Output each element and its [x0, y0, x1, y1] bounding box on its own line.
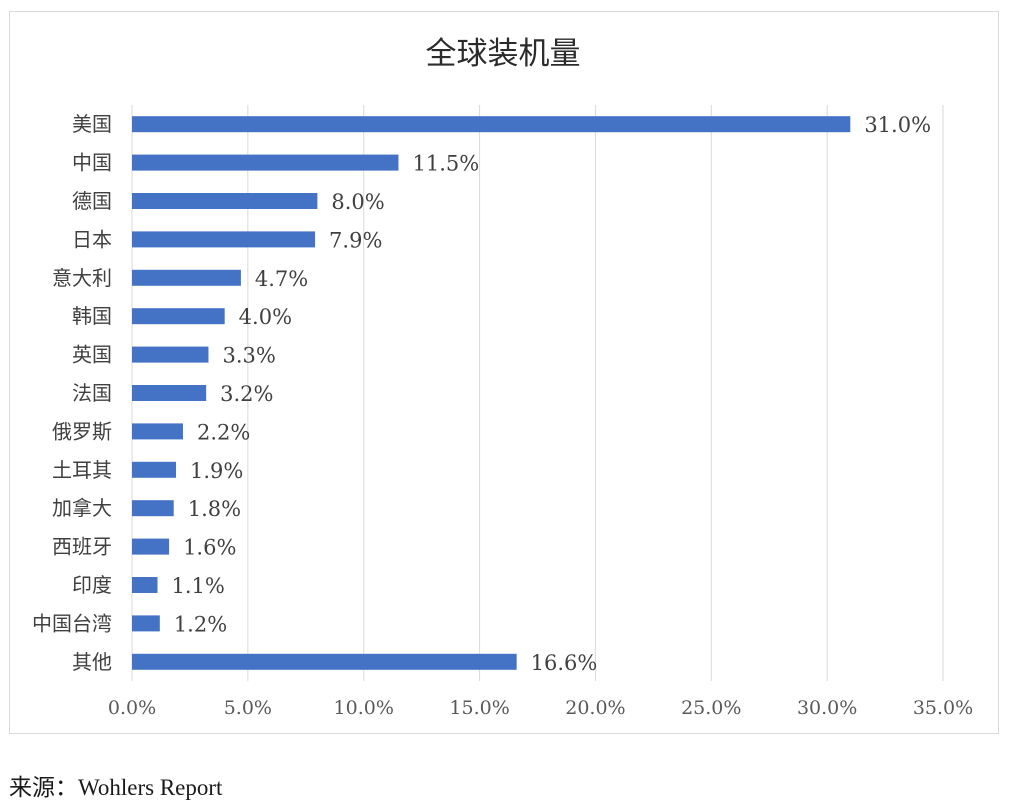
data-labels: 31.0% 11.5% 8.0% 7.9% 4.7% 4.0% 3.3% 3.2% 2.2% 1.… [171, 113, 931, 675]
data-label: 31.0% [864, 113, 931, 137]
category-label: 土耳其 [52, 458, 112, 482]
x-tick-labels: 0.0% 5.0% 10.0% 15.0% 20.0% 25.0% 30.0% 35.0% [108, 697, 973, 719]
bar [132, 577, 158, 593]
bar [132, 653, 517, 670]
category-label: 其他 [72, 650, 112, 674]
category-label: 英国 [72, 343, 112, 367]
data-label: 1.6% [183, 536, 236, 560]
x-tick-label: 0.0% [108, 697, 156, 719]
data-label: 2.2% [197, 420, 250, 444]
category-label: 韩国 [72, 304, 112, 328]
category-label: 德国 [72, 189, 112, 213]
category-label: 法国 [72, 381, 112, 405]
x-tick-label: 25.0% [681, 697, 741, 719]
bar [132, 269, 241, 286]
source-text: Wohlers Report [78, 775, 223, 800]
bar [132, 538, 170, 555]
data-label: 1.2% [174, 612, 227, 636]
source-prefix: 来源： [9, 775, 78, 801]
category-label: 俄罗斯 [52, 419, 112, 443]
bar [132, 423, 183, 440]
data-label: 3.2% [220, 382, 273, 406]
bar [132, 308, 225, 325]
category-label: 中国 [72, 151, 112, 175]
x-tick-label: 15.0% [449, 697, 509, 719]
chart-title: 全球装机量 [426, 36, 581, 72]
x-tick-label: 10.0% [334, 697, 394, 719]
bar [132, 500, 174, 517]
data-label: 1.8% [188, 497, 241, 521]
category-label: 中国台湾 [32, 611, 112, 635]
x-tick-label: 35.0% [913, 697, 973, 719]
data-label: 8.0% [331, 190, 384, 214]
data-label: 11.5% [412, 152, 479, 176]
data-label: 16.6% [531, 651, 598, 675]
bars [132, 116, 851, 670]
data-label: 7.9% [329, 228, 382, 252]
bar [132, 615, 160, 632]
data-label: 4.0% [239, 305, 292, 329]
x-tick-label: 20.0% [565, 697, 625, 719]
x-tick-label: 5.0% [224, 697, 272, 719]
data-label: 3.3% [222, 344, 275, 368]
data-label: 1.1% [171, 574, 224, 598]
data-label: 1.9% [190, 459, 243, 483]
bar [132, 346, 209, 363]
category-label: 日本 [72, 227, 112, 251]
category-label: 加拿大 [52, 496, 112, 520]
bar [132, 116, 851, 133]
category-label: 美国 [72, 112, 112, 136]
bar [132, 461, 177, 478]
bar [132, 231, 316, 248]
data-label: 4.7% [255, 267, 308, 291]
x-tick-label: 30.0% [797, 697, 857, 719]
category-label: 意大利 [52, 266, 112, 290]
bar [132, 193, 318, 209]
source-note: 来源：Wohlers Report [9, 768, 222, 802]
bar [132, 385, 207, 401]
category-label: 印度 [72, 573, 112, 597]
bar-chart: 全球装机量 美国中国德国日本意大利韩国英国法国俄罗斯土耳其加拿大西班牙印度中国台… [32, 36, 973, 719]
category-label: 西班牙 [52, 535, 112, 559]
bar [132, 154, 399, 171]
